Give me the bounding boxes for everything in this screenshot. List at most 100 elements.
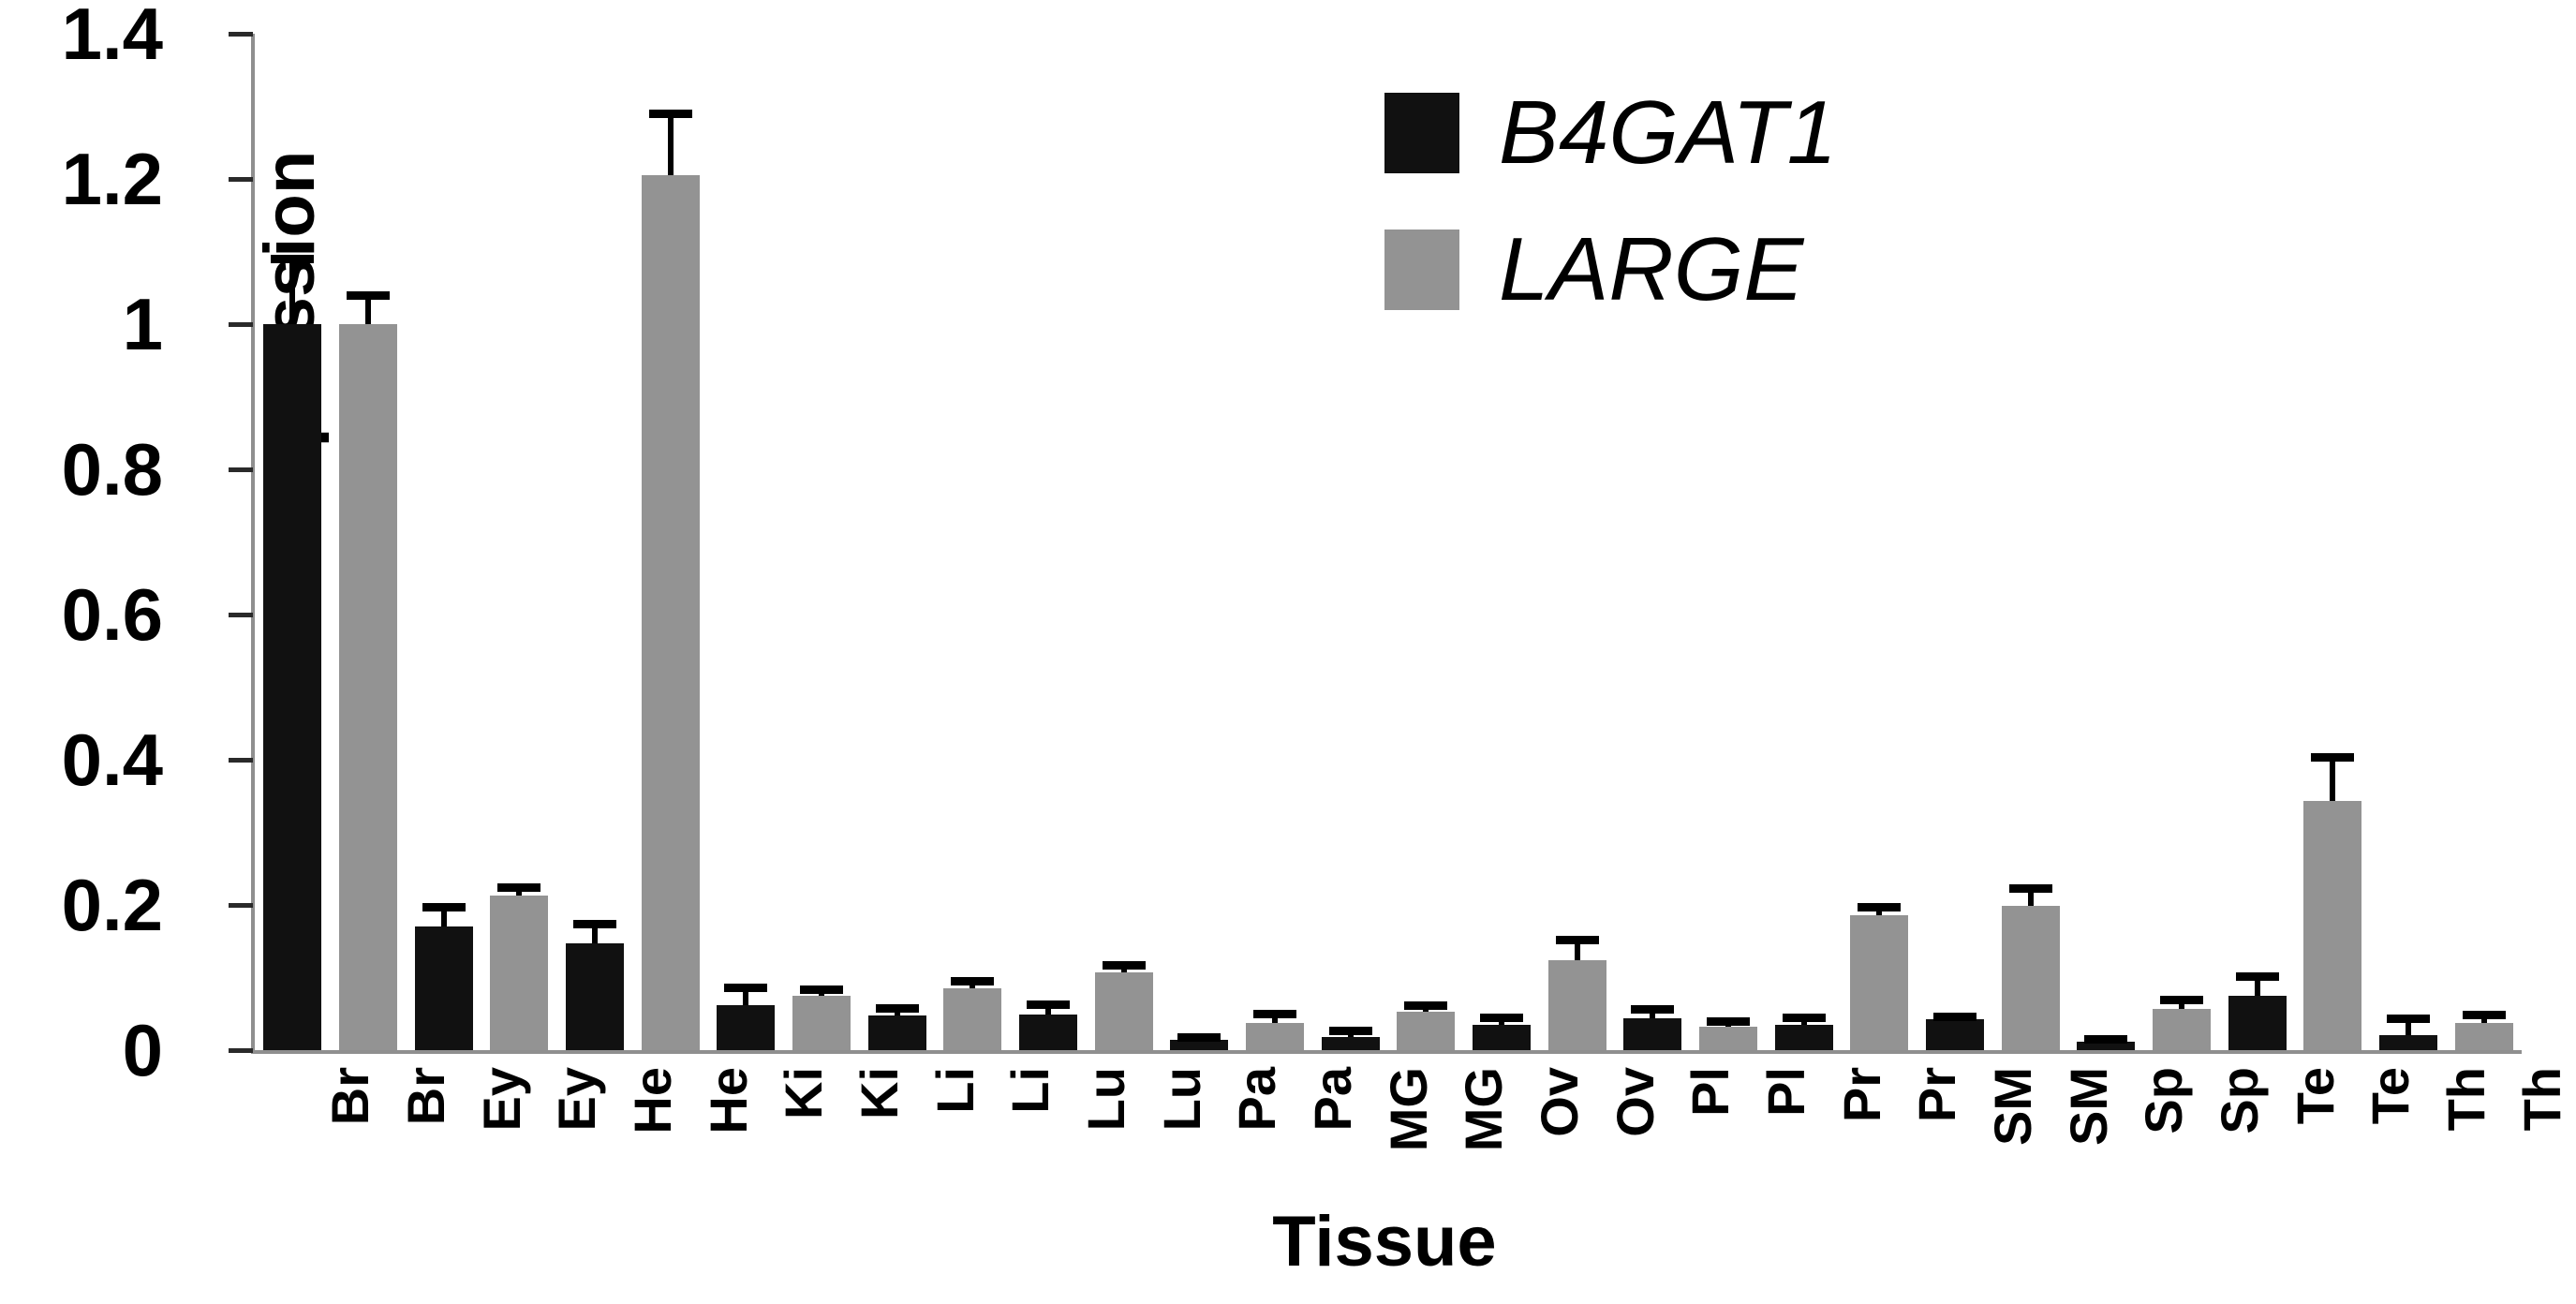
- bar-b4gat1-mg: [1321, 1037, 1380, 1050]
- bar-large-li: [943, 988, 1002, 1050]
- y-tick-label: 0: [122, 1009, 163, 1091]
- error-bar-cap: [2311, 752, 2355, 762]
- error-bar-cap: [1631, 1004, 1675, 1014]
- bar-large-ki: [792, 995, 851, 1050]
- error-bar-cap: [2008, 884, 2052, 894]
- bar-large-ey: [490, 895, 549, 1050]
- y-axis-tick: [229, 757, 253, 763]
- legend-swatch-b4gat1: [1384, 93, 1459, 173]
- x-axis-title: Tissue: [1272, 1202, 1497, 1282]
- y-tick-label: 0.2: [61, 864, 163, 946]
- y-axis-tick: [229, 321, 253, 327]
- error-bar-cap: [2084, 1035, 2128, 1045]
- error-bar-cap: [1253, 1010, 1296, 1019]
- error-bar-cap: [2235, 971, 2279, 981]
- bar-large-lu: [1094, 972, 1153, 1050]
- bar-b4gat1-pa: [1170, 1040, 1229, 1050]
- error-bar-stem: [2027, 888, 2034, 906]
- bar-large-pl: [1699, 1027, 1757, 1050]
- error-bar-cap: [1707, 1017, 1750, 1026]
- error-bar-stem: [289, 259, 296, 324]
- error-bar-stem: [440, 906, 447, 927]
- error-bar-stem: [365, 295, 371, 324]
- bar-b4gat1-lu: [1019, 1015, 1077, 1050]
- error-bar-stem: [2406, 1017, 2411, 1035]
- y-axis-tick: [229, 612, 253, 617]
- error-bar-cap: [573, 920, 616, 929]
- error-bar-cap: [800, 985, 843, 994]
- y-axis-tick: [229, 467, 253, 472]
- y-axis-tick: [229, 1047, 253, 1053]
- x-tick-label-th-large: Th: [2511, 1067, 2571, 1132]
- error-bar-stem: [1650, 1008, 1656, 1018]
- error-bar-cap: [1404, 1000, 1448, 1010]
- legend-item-b4gat1: B4GAT1: [1384, 86, 1837, 180]
- bar-b4gat1-br: [263, 324, 322, 1050]
- error-bar-stem: [2330, 756, 2336, 802]
- error-bar-cap: [1328, 1027, 1372, 1036]
- error-bar-cap: [1027, 1000, 1070, 1010]
- bar-b4gat1-li: [867, 1015, 926, 1050]
- bar-b4gat1-sm: [1926, 1019, 1984, 1050]
- error-bar-cap: [648, 110, 692, 119]
- plot-area: Gene expression 00.20.40.60.811.21.4BrBr…: [62, 0, 2571, 1151]
- bar-b4gat1-pl: [1623, 1017, 1682, 1050]
- bar-large-mg: [1397, 1011, 1456, 1050]
- y-axis-tick: [229, 902, 253, 908]
- bar-large-ov: [1547, 959, 1606, 1050]
- y-tick-label: 0.8: [61, 428, 163, 511]
- bar-b4gat1-th: [2379, 1034, 2437, 1050]
- legend-label-b4gat1: B4GAT1: [1499, 82, 1838, 183]
- error-bar-cap: [347, 291, 390, 300]
- error-bar-stem: [2179, 999, 2184, 1009]
- bar-large-pr: [1850, 914, 1909, 1050]
- bar-large-sm: [2001, 905, 2060, 1050]
- error-bar-cap: [1933, 1013, 1976, 1022]
- y-tick-label: 0.4: [61, 719, 163, 801]
- error-bar-cap: [1782, 1014, 1826, 1023]
- error-bar-stem: [592, 924, 598, 944]
- error-bar-cap: [951, 977, 995, 986]
- error-bar-stem: [743, 987, 749, 1005]
- y-tick-label: 1.2: [61, 138, 163, 220]
- error-bar-stem: [2254, 975, 2260, 996]
- error-bar-cap: [1555, 936, 1599, 945]
- bar-b4gat1-he: [566, 943, 624, 1050]
- error-bar-cap: [724, 984, 768, 993]
- error-bar-cap: [422, 902, 466, 911]
- error-bar-stem: [1045, 1004, 1051, 1015]
- legend: B4GAT1 LARGE: [1384, 86, 1837, 360]
- error-bar-cap: [875, 1004, 919, 1014]
- y-tick-label: 1: [122, 283, 163, 365]
- error-bar-stem: [1574, 940, 1580, 960]
- bar-b4gat1-ki: [717, 1004, 776, 1050]
- error-bar-stem: [1272, 1014, 1278, 1024]
- y-tick-label: 1.4: [61, 0, 163, 75]
- bar-large-th: [2454, 1023, 2513, 1050]
- error-bar-cap: [1858, 902, 1902, 911]
- error-bar-cap: [2387, 1014, 2430, 1023]
- y-tick-label: 0.6: [61, 573, 163, 656]
- legend-swatch-large: [1384, 230, 1459, 310]
- bar-large-pa: [1246, 1023, 1304, 1050]
- error-bar-cap: [497, 883, 541, 893]
- error-bar-cap: [1102, 961, 1146, 971]
- legend-item-large: LARGE: [1384, 223, 1837, 317]
- bar-b4gat1-sp: [2077, 1041, 2136, 1050]
- bar-b4gat1-ov: [1473, 1024, 1531, 1050]
- error-bar-cap: [2160, 995, 2203, 1004]
- bar-b4gat1-te: [2228, 995, 2287, 1050]
- bar-b4gat1-pr: [1774, 1024, 1833, 1050]
- error-bar-stem: [667, 113, 674, 176]
- bar-large-te: [2303, 801, 2362, 1050]
- bar-large-he: [641, 175, 700, 1050]
- legend-label-large: LARGE: [1499, 219, 1804, 319]
- bar-large-sp: [2153, 1008, 2211, 1050]
- bar-large-br: [339, 324, 397, 1050]
- bar-b4gat1-ey: [414, 926, 473, 1050]
- error-bar-cap: [1480, 1014, 1523, 1023]
- error-bar-cap: [2462, 1011, 2506, 1020]
- error-bar-cap: [271, 255, 315, 264]
- error-bar-cap: [1177, 1033, 1221, 1043]
